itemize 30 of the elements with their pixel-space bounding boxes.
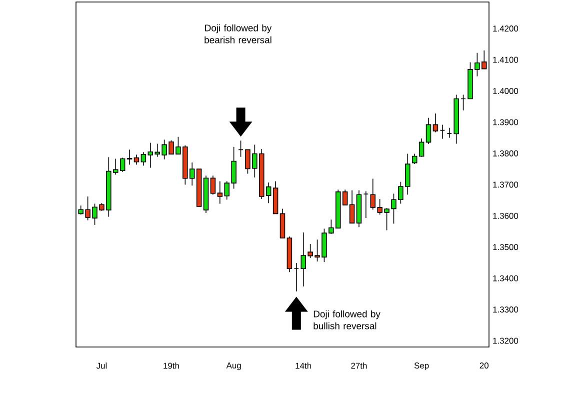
candlestick	[210, 175, 216, 196]
y-tick-label: 1.3400	[493, 275, 518, 282]
y-tick-label: 1.3800	[493, 150, 518, 156]
x-tick-label: 20	[480, 362, 489, 369]
y-tick-label: 1.3200	[493, 338, 518, 344]
y-tick-label: 1.3700	[493, 182, 518, 188]
candlestick	[432, 113, 438, 133]
annotation: Doji followed by bearish reversal	[204, 24, 272, 44]
y-tick-label: 1.4100	[493, 56, 518, 63]
y-tick-label: 1.3500	[493, 244, 518, 250]
annotation: Doji followed by bullish reversal	[314, 310, 380, 330]
y-tick-label: 1.3300	[493, 306, 518, 313]
candlestick	[140, 152, 146, 166]
x-tick-label: Aug	[226, 362, 241, 370]
candlestick	[412, 153, 418, 164]
candlestick	[126, 149, 132, 166]
x-tick-label: Jul	[96, 362, 107, 369]
candlestick	[349, 190, 355, 224]
candlestick	[426, 117, 432, 144]
candlestick	[217, 180, 223, 204]
x-tick-label: 27th	[351, 362, 367, 369]
x-tick-label: Sep	[414, 362, 429, 370]
y-tick-label: 1.3600	[493, 212, 518, 219]
candlestick	[418, 138, 424, 158]
y-tick-label: 1.3900	[493, 119, 518, 126]
candlestick	[134, 154, 140, 166]
y-tick-label: 1.4000	[493, 88, 518, 94]
x-tick-label: 14th	[296, 362, 312, 369]
y-tick-label: 1.4200	[493, 26, 518, 32]
x-tick-label: 19th	[164, 362, 179, 369]
